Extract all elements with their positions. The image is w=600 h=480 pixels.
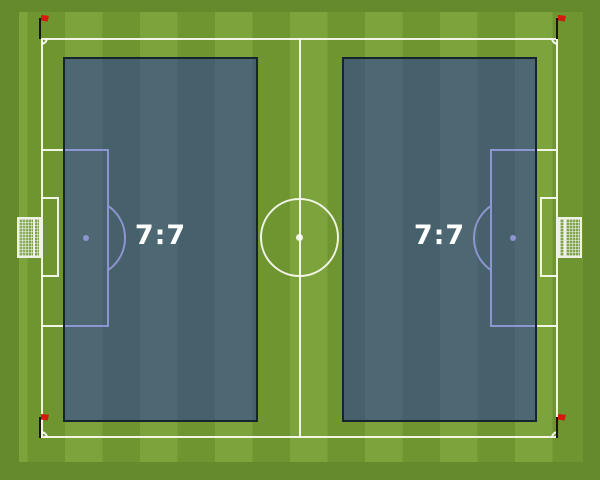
flag-cloth <box>558 15 566 22</box>
flag-pole <box>39 417 41 438</box>
zone-label-right: 7:7 <box>413 220 466 251</box>
penalty-spot-left <box>83 235 89 241</box>
out-of-bounds-left <box>0 0 19 480</box>
corner-arc-bottom-right <box>551 431 558 438</box>
flag-cloth <box>41 15 49 22</box>
corner-arc-top-left <box>41 38 48 45</box>
corner-flag-icon-bottom-left <box>39 414 51 438</box>
goal-crossbar-left <box>33 219 35 256</box>
penalty-spot-right <box>510 235 516 241</box>
goal-icon-left <box>17 217 41 258</box>
corner-arc-bottom-left <box>41 431 48 438</box>
penalty-box-left <box>41 149 109 327</box>
out-of-bounds-right <box>583 0 600 480</box>
flag-cloth <box>41 414 49 421</box>
flag-pole <box>556 18 558 39</box>
goal-area-left <box>41 197 59 277</box>
corner-flag-icon-bottom-right <box>556 414 568 438</box>
out-of-bounds-bottom <box>0 462 600 480</box>
zone-overlay-left[interactable]: 7:7 <box>63 57 258 422</box>
corner-arc-top-right <box>551 38 558 45</box>
center-circle <box>260 198 339 277</box>
corner-flag-icon-top-right <box>556 15 568 39</box>
goal-icon-right <box>558 217 582 258</box>
penalty-box-right <box>490 149 558 327</box>
flag-cloth <box>558 414 566 421</box>
flag-pole <box>39 18 41 39</box>
goal-area-right <box>540 197 558 277</box>
goal-crossbar-right <box>564 219 566 256</box>
zone-label-left: 7:7 <box>134 220 187 251</box>
corner-flag-icon-top-left <box>39 15 51 39</box>
center-spot <box>296 234 303 241</box>
flag-pole <box>556 417 558 438</box>
out-of-bounds-top <box>0 0 600 12</box>
zone-overlay-right[interactable]: 7:7 <box>342 57 537 422</box>
